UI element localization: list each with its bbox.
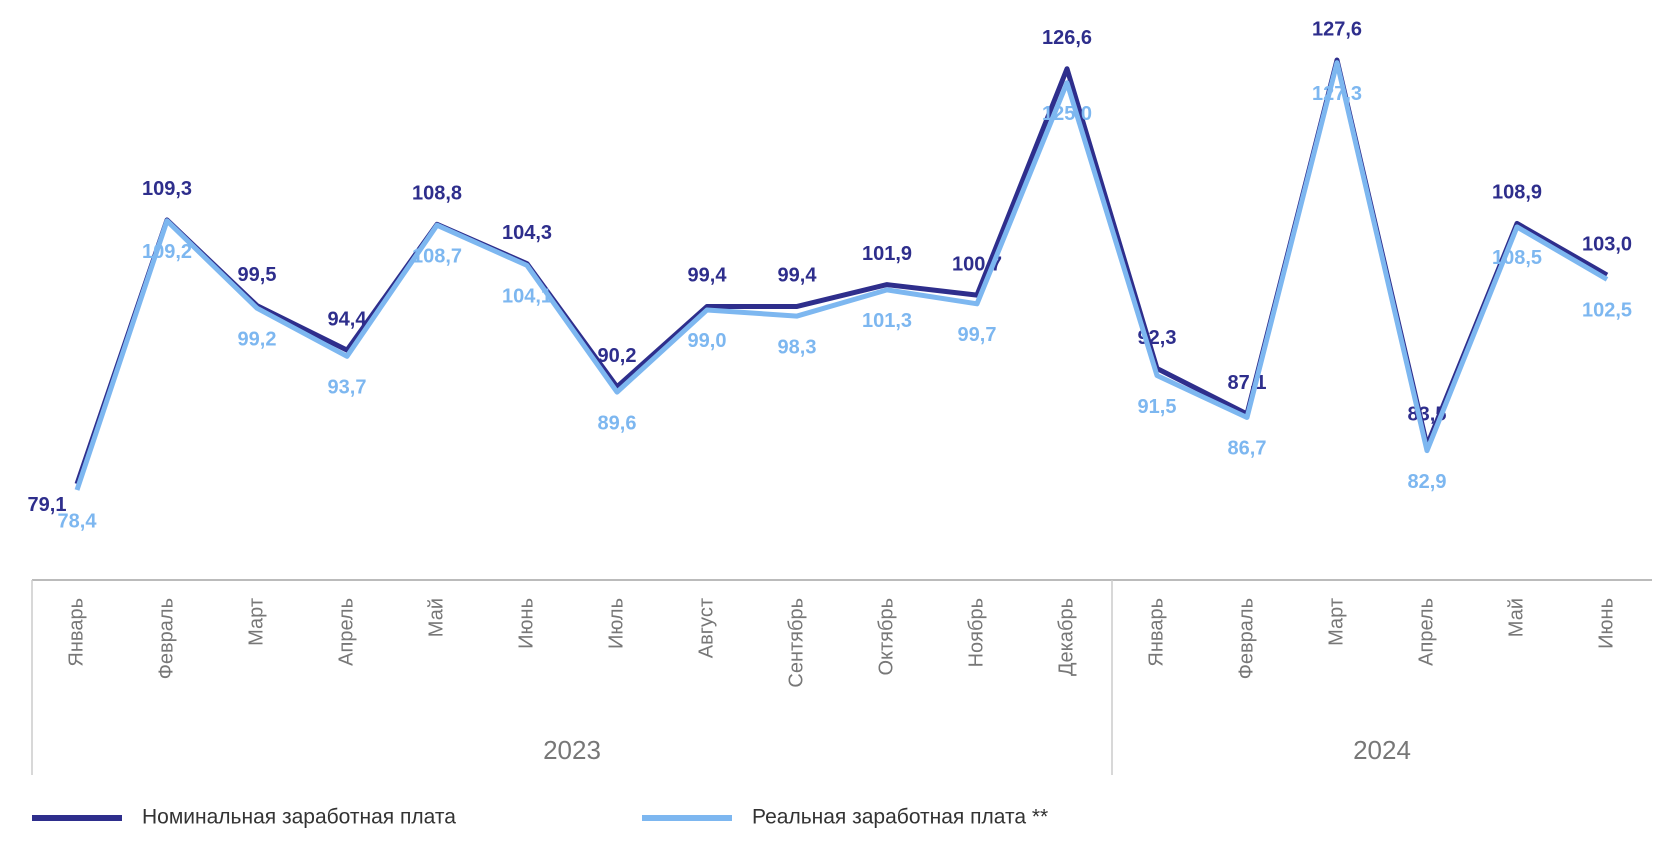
- data-label: 86,7: [1228, 438, 1267, 460]
- x-tick-label: Март: [1325, 598, 1347, 646]
- data-label: 94,4: [328, 308, 368, 330]
- data-label: 89,6: [598, 412, 637, 434]
- data-label: 126,6: [1042, 27, 1092, 49]
- data-label: 91,5: [1138, 396, 1177, 418]
- data-label: 99,4: [778, 265, 818, 287]
- data-label: 101,3: [862, 310, 912, 332]
- data-label: 99,2: [238, 328, 277, 350]
- data-label: 101,9: [862, 243, 912, 265]
- x-tick-label: Июнь: [1595, 598, 1617, 649]
- data-label: 99,5: [238, 264, 277, 286]
- legend-label: Номинальная заработная плата: [142, 806, 456, 829]
- data-label: 108,7: [412, 245, 462, 267]
- data-label: 104,3: [502, 222, 552, 244]
- data-label: 93,7: [328, 377, 367, 399]
- series-line: [74, 60, 1609, 491]
- data-label: 79,1: [28, 494, 67, 516]
- x-tick-label: Январь: [65, 598, 87, 667]
- x-tick-label: Февраль: [1235, 598, 1257, 679]
- data-label: 99,0: [688, 330, 727, 352]
- data-label: 87,1: [1228, 372, 1267, 394]
- x-tick-label: Январь: [1145, 598, 1167, 667]
- data-label: 109,3: [142, 178, 192, 200]
- x-tick-label: Ноябрь: [965, 598, 987, 667]
- data-label: 98,3: [778, 336, 817, 358]
- data-label: 90,2: [598, 345, 637, 367]
- x-tick-label: Август: [695, 598, 717, 658]
- data-label: 82,9: [1408, 471, 1447, 493]
- x-tick-label: Июль: [605, 598, 627, 649]
- data-label: 103,0: [1582, 233, 1632, 255]
- data-label: 102,5: [1582, 300, 1632, 322]
- data-label: 125,0: [1042, 103, 1092, 125]
- x-tick-label: Март: [245, 598, 267, 646]
- legend-label: Реальная заработная плата **: [752, 806, 1048, 829]
- x-tick-label: Май: [425, 598, 447, 637]
- x-tick-label: Июнь: [515, 598, 537, 649]
- x-tick-label: Май: [1505, 598, 1527, 637]
- x-tick-label: Сентябрь: [785, 598, 807, 688]
- data-label: 127,6: [1312, 18, 1362, 40]
- x-tick-label: Октябрь: [875, 598, 897, 676]
- data-label: 109,2: [142, 241, 192, 263]
- data-label: 99,4: [688, 265, 728, 287]
- year-label: 2023: [543, 735, 601, 765]
- x-tick-label: Февраль: [155, 598, 177, 679]
- year-label: 2024: [1353, 735, 1411, 765]
- data-label: 104,1: [502, 286, 552, 308]
- x-tick-label: Апрель: [1415, 598, 1437, 666]
- data-label: 78,4: [58, 510, 98, 532]
- data-label: 99,7: [958, 324, 997, 346]
- data-label: 108,5: [1492, 247, 1542, 269]
- data-label: 108,9: [1492, 182, 1542, 204]
- x-tick-label: Декабрь: [1055, 598, 1077, 676]
- data-label: 108,8: [412, 183, 462, 205]
- x-tick-label: Апрель: [335, 598, 357, 666]
- series-line: [74, 57, 1609, 485]
- data-label: 127,3: [1312, 83, 1362, 105]
